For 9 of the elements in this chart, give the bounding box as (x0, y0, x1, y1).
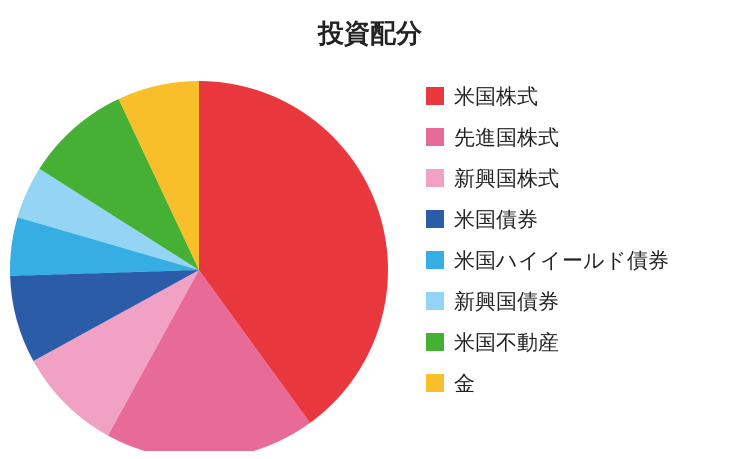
legend-label: 金 (454, 371, 475, 396)
legend-label: 米国不動産 (454, 330, 559, 354)
legend-label: 新興国株式 (454, 166, 559, 190)
legend-label: 新興国債券 (454, 289, 559, 314)
legend-label: 米国株式 (454, 84, 538, 108)
legend-label: 米国債券 (454, 207, 538, 232)
legend-label: 先進国株式 (454, 125, 559, 150)
legend-label: 米国ハイイールド債券 (454, 248, 669, 272)
chart-title: 投資配分 (317, 19, 423, 49)
